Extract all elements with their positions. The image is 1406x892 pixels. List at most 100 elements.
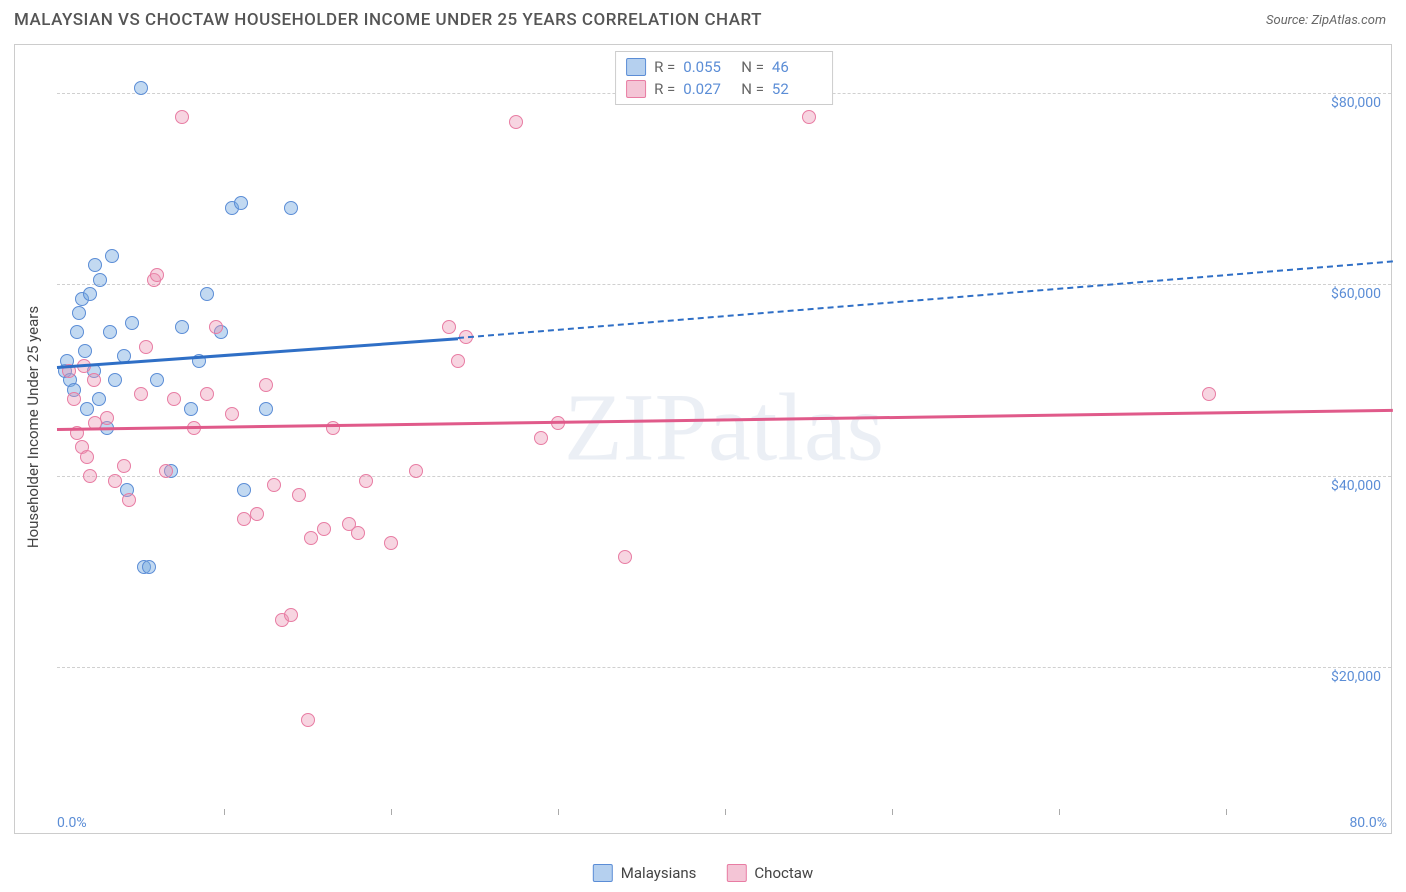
series-legend-item: Choctaw (726, 864, 813, 882)
x-tick (558, 809, 559, 815)
legend-n-label: N = (741, 58, 764, 76)
scatter-point (134, 81, 148, 95)
legend-n-value: 52 (772, 80, 822, 98)
scatter-point (284, 608, 298, 622)
scatter-point (142, 560, 156, 574)
scatter-point (175, 320, 189, 334)
trend-line-extrapolated (458, 260, 1393, 339)
scatter-point (72, 306, 86, 320)
scatter-point (359, 474, 373, 488)
scatter-point (209, 320, 223, 334)
gridline (57, 667, 1391, 668)
scatter-point (234, 196, 248, 210)
scatter-point (618, 550, 632, 564)
series-legend-label: Choctaw (754, 864, 813, 882)
legend-r-value: 0.055 (683, 58, 733, 76)
scatter-point (1202, 387, 1216, 401)
scatter-point (100, 411, 114, 425)
scatter-point (150, 268, 164, 282)
scatter-point (509, 115, 523, 129)
scatter-point (351, 526, 365, 540)
y-tick-label: $40,000 (1331, 478, 1381, 494)
scatter-point (92, 392, 106, 406)
legend-r-value: 0.027 (683, 80, 733, 98)
scatter-point (225, 407, 239, 421)
scatter-point (200, 387, 214, 401)
scatter-point (87, 373, 101, 387)
x-tick (224, 809, 225, 815)
legend-r-label: R = (654, 58, 675, 76)
scatter-point (67, 392, 81, 406)
x-tick (892, 809, 893, 815)
scatter-point (175, 110, 189, 124)
scatter-point (534, 431, 548, 445)
scatter-point (802, 110, 816, 124)
x-axis-min-label: 0.0% (57, 815, 87, 831)
correlation-legend-row: R = 0.027 N = 52 (626, 78, 822, 100)
y-tick-label: $20,000 (1331, 669, 1381, 685)
scatter-point (80, 450, 94, 464)
scatter-point (78, 344, 92, 358)
correlation-legend: R = 0.055 N = 46 R = 0.027 N = 52 (615, 51, 833, 105)
trend-line (57, 409, 1393, 431)
scatter-point (70, 325, 84, 339)
chart-plot-area: Householder Income Under 25 years ZIPatl… (57, 45, 1391, 809)
scatter-point (409, 464, 423, 478)
scatter-point (167, 392, 181, 406)
legend-n-value: 46 (772, 58, 822, 76)
y-tick-label: $80,000 (1331, 95, 1381, 111)
x-tick (391, 809, 392, 815)
scatter-point (83, 287, 97, 301)
scatter-point (304, 531, 318, 545)
scatter-point (317, 522, 331, 536)
scatter-point (108, 474, 122, 488)
scatter-point (117, 459, 131, 473)
scatter-point (93, 273, 107, 287)
y-axis-label: Householder Income Under 25 years (24, 306, 42, 548)
legend-swatch (593, 864, 613, 882)
scatter-point (125, 316, 139, 330)
scatter-point (301, 713, 315, 727)
scatter-point (292, 488, 306, 502)
scatter-point (451, 354, 465, 368)
scatter-point (105, 249, 119, 263)
scatter-point (237, 512, 251, 526)
scatter-point (88, 258, 102, 272)
chart-title: MALAYSIAN VS CHOCTAW HOUSEHOLDER INCOME … (14, 10, 762, 30)
scatter-point (122, 493, 136, 507)
scatter-point (80, 402, 94, 416)
scatter-point (259, 378, 273, 392)
chart-header: MALAYSIAN VS CHOCTAW HOUSEHOLDER INCOME … (0, 0, 1406, 36)
legend-r-label: R = (654, 80, 675, 98)
legend-swatch (726, 864, 746, 882)
scatter-point (139, 340, 153, 354)
scatter-point (184, 402, 198, 416)
scatter-point (200, 287, 214, 301)
chart-source: Source: ZipAtlas.com (1266, 13, 1386, 28)
chart-container: Householder Income Under 25 years ZIPatl… (14, 44, 1392, 834)
scatter-point (384, 536, 398, 550)
scatter-point (284, 201, 298, 215)
x-tick (1059, 809, 1060, 815)
scatter-point (108, 373, 122, 387)
scatter-point (442, 320, 456, 334)
x-tick (725, 809, 726, 815)
legend-n-label: N = (741, 80, 764, 98)
y-tick-label: $60,000 (1331, 286, 1381, 302)
scatter-point (237, 483, 251, 497)
legend-swatch (626, 80, 646, 98)
gridline (57, 476, 1391, 477)
x-axis-max-label: 80.0% (1349, 815, 1387, 831)
watermark-text: ZIPatlas (564, 372, 884, 483)
scatter-point (159, 464, 173, 478)
scatter-point (150, 373, 164, 387)
scatter-point (259, 402, 273, 416)
x-tick (1226, 809, 1227, 815)
series-legend-item: Malaysians (593, 864, 697, 882)
gridline (57, 284, 1391, 285)
correlation-legend-row: R = 0.055 N = 46 (626, 56, 822, 78)
series-legend: Malaysians Choctaw (593, 864, 813, 882)
scatter-point (250, 507, 264, 521)
scatter-point (103, 325, 117, 339)
legend-swatch (626, 58, 646, 76)
